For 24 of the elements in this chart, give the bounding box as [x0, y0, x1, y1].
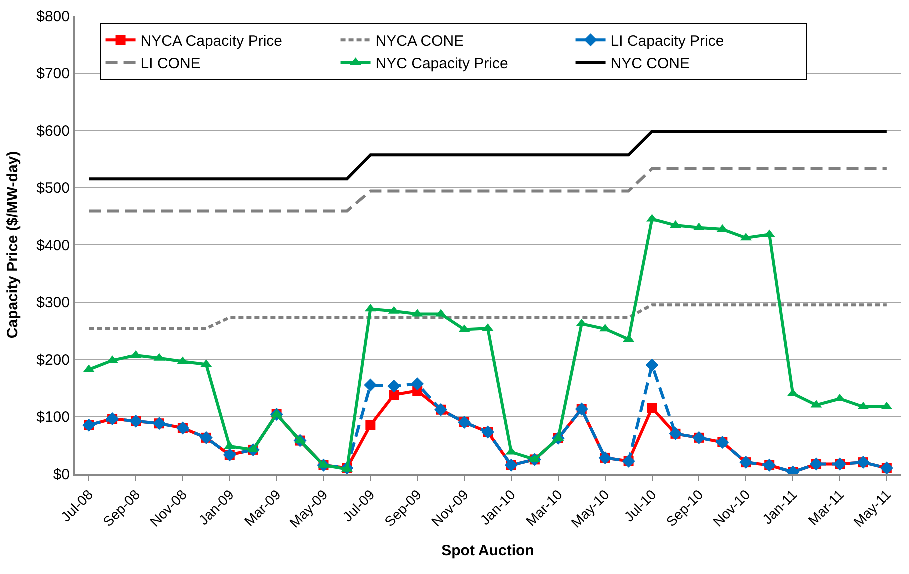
x-axis-title: Spot Auction [442, 542, 534, 560]
legend-label: NYCA Capacity Price [140, 32, 282, 50]
y-tick-label: $400 [36, 237, 70, 254]
point [411, 378, 424, 391]
y-tick-label: $700 [36, 66, 70, 82]
point [389, 390, 400, 400]
y-tick-label: $500 [36, 180, 70, 197]
point [364, 378, 378, 392]
legend-label: LI CONE [140, 55, 201, 72]
legend-label: LI Capacity Price [610, 32, 724, 50]
y-tick-label: $300 [36, 294, 70, 312]
y-tick-label: $0 [53, 466, 70, 484]
y-axis-title: Capacity Price ($/MW-day) [4, 151, 22, 339]
point [646, 358, 659, 372]
y-tick-label: $800 [36, 8, 70, 26]
y-tick-label: $100 [36, 409, 70, 426]
y-tick-label: $200 [36, 352, 70, 369]
point [366, 420, 376, 430]
y-tick-label: $600 [36, 122, 70, 140]
legend-label: NYC CONE [610, 55, 690, 72]
legend-label: NYCA CONE [376, 32, 464, 50]
point [388, 380, 401, 393]
legend-label: NYC Capacity Price [376, 55, 508, 72]
point [647, 403, 658, 414]
